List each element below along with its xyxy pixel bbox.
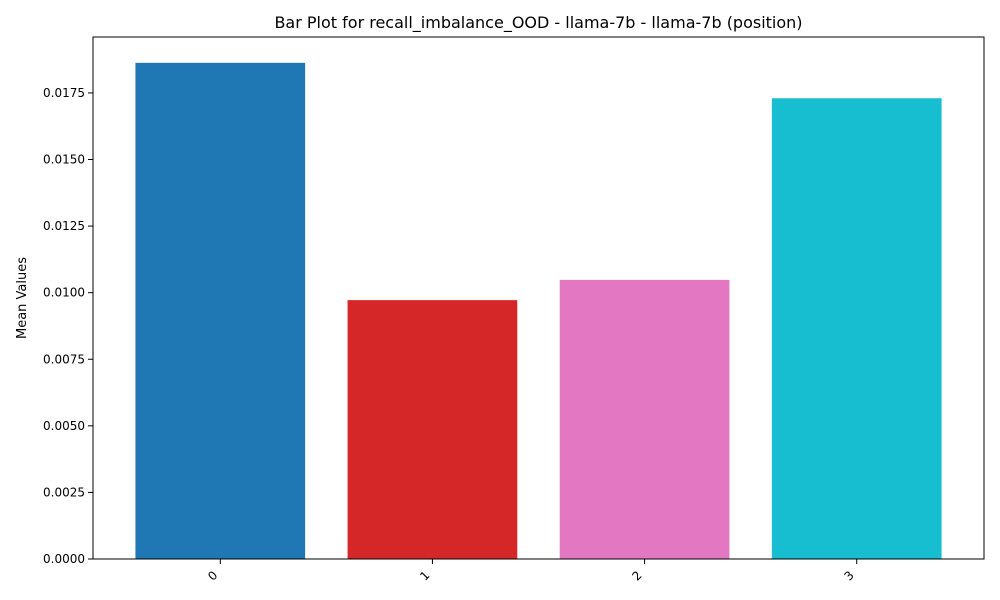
y-tick-label: 0.0050 (43, 419, 85, 433)
y-tick-label: 0.0075 (43, 352, 85, 366)
y-tick-label: 0.0150 (43, 153, 85, 167)
bar-3 (771, 98, 942, 559)
y-tick-label: 0.0175 (43, 86, 85, 100)
y-axis: 0.0000 0.0025 0.0050 0.0075 0.0100 0.0125 0.01… (43, 86, 93, 566)
plot-frame (92, 36, 985, 560)
y-tick-label: 0.0125 (43, 219, 85, 233)
y-tick-label: 0.0025 (43, 485, 85, 499)
y-tick-label: 0.0100 (43, 286, 85, 300)
bars-group (135, 62, 942, 559)
bar-0 (135, 62, 306, 559)
y-axis-label: Mean Values (15, 257, 30, 339)
bar-1 (347, 300, 518, 559)
chart-title: Bar Plot for recall_imbalance_OOD - llam… (274, 13, 802, 33)
y-tick-label: 0.0000 (43, 552, 85, 566)
bar-2 (559, 279, 730, 559)
